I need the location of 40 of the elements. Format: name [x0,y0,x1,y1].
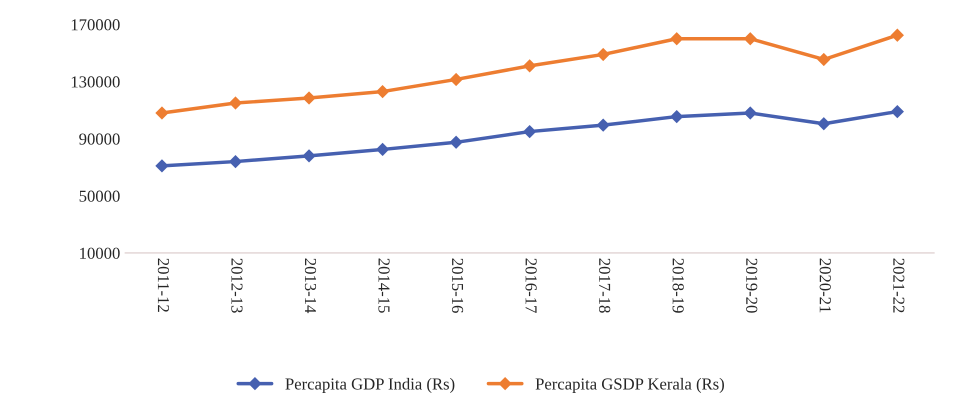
x-tick-label: 2014-15 [378,258,390,313]
point [302,149,316,162]
x-tick-label: 2011-12 [158,258,170,312]
y-tick-label: 10000 [80,248,120,259]
point [817,53,830,66]
point [229,96,242,110]
point [450,73,463,86]
legend-label: Percapita GSDP Kerala (Rs) [536,378,724,393]
y-tick-label: 170000 [72,19,120,30]
y-tick-label: 130000 [72,76,120,88]
legend-label: Percapita GDP India (Rs) [285,378,454,393]
x-tick-label: 2020-21 [820,258,831,312]
point [302,92,316,104]
x-tick-label: 2012-13 [231,258,243,313]
y-tick-label: 50000 [80,190,120,202]
point [596,118,610,132]
point [523,125,536,138]
point [670,110,684,123]
point [450,136,463,149]
point [156,159,168,172]
point [817,117,830,130]
x-tick-label: 2017-18 [599,258,610,313]
x-tick-label: 2018-19 [672,258,684,313]
y-tick-label: 90000 [79,133,120,145]
point [744,32,757,46]
point [229,155,242,168]
x-tick-label: 2016-17 [525,258,537,313]
point [670,32,684,46]
point [523,59,536,72]
x-tick-label: 2019-20 [746,258,758,313]
point [744,106,757,120]
x-tick-label: 2015-16 [452,258,464,313]
point [156,106,168,120]
x-tick-label: 2021-22 [893,258,904,312]
point [890,105,904,118]
point [376,143,389,156]
x-tick-label: 2013-14 [304,258,316,314]
point [890,28,904,42]
point [376,85,389,98]
point [596,48,610,61]
